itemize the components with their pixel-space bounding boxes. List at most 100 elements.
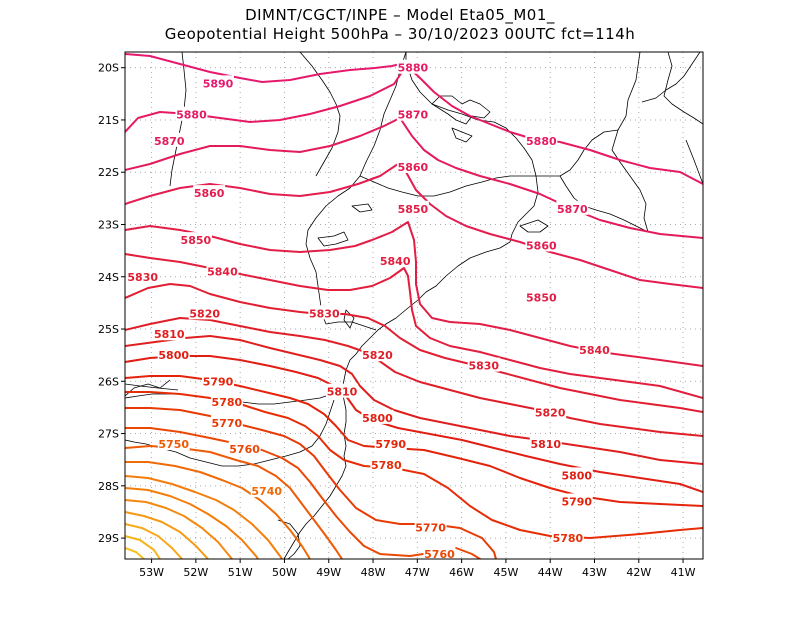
contour-label-bg — [361, 347, 394, 362]
contour-label-bg — [210, 415, 243, 430]
contour-label-bg — [578, 341, 611, 356]
contour-label-bg — [529, 436, 562, 451]
lon-tick-label: 48W — [361, 566, 386, 579]
contour-label-5840: 5840 — [206, 263, 239, 279]
contour-label-bg — [308, 305, 341, 320]
contour-label-bg — [396, 106, 429, 121]
contour-label-5850: 5850 — [525, 289, 558, 305]
contour-label-5790: 5790 — [560, 493, 593, 509]
lon-tick-label: 52W — [183, 566, 208, 579]
lon-tick-label: 45W — [493, 566, 518, 579]
contour-label-text: 5820 — [535, 407, 566, 420]
contour-5880 — [125, 65, 703, 185]
contour-label-5870: 5870 — [153, 132, 186, 148]
contour-label-text: 5820 — [189, 307, 220, 320]
contour-label-text: 5870 — [398, 109, 429, 122]
contour-label-5740: 5740 — [250, 483, 283, 498]
contour-label-5880: 5880 — [175, 106, 208, 122]
contour-label-bg — [556, 200, 589, 215]
contour-label-bg — [157, 436, 190, 451]
lon-tick-label: 47W — [405, 566, 430, 579]
contour-label-bg — [228, 441, 261, 456]
contour-label-5800: 5800 — [560, 467, 593, 482]
state-border — [559, 175, 649, 233]
contour-label-text: 5780 — [212, 396, 243, 409]
contour-5850 — [125, 221, 703, 367]
contour-label-5890: 5890 — [202, 75, 235, 90]
contour-label-text: 5860 — [194, 187, 225, 200]
lat-tick-label: 26S — [98, 375, 119, 388]
lat-tick-label: 23S — [98, 218, 119, 231]
contour-label-5780: 5780 — [210, 394, 243, 409]
map-title-line2: Geopotential Height 500hPa – 30/10/2023 … — [164, 25, 636, 43]
contour-label-5780: 5780 — [551, 530, 584, 545]
contour-label-5880: 5880 — [525, 132, 558, 148]
contour-label-bg — [525, 289, 558, 304]
contour-label-text: 5810 — [327, 386, 358, 399]
contour-5720 — [125, 487, 259, 559]
contour-label-text: 5840 — [579, 344, 610, 357]
contour-label-text: 5840 — [380, 255, 411, 268]
contour-label-5810: 5810 — [153, 326, 186, 341]
contour-label-text: 5760 — [229, 443, 260, 456]
lat-tick-label: 21S — [98, 114, 119, 127]
contour-label-text: 5770 — [415, 522, 446, 535]
contour-label-text: 5790 — [375, 438, 406, 451]
state-border — [685, 139, 703, 185]
contour-label-text: 5780 — [553, 532, 584, 545]
contour-label-text: 5760 — [424, 548, 455, 561]
contour-label-text: 5800 — [561, 469, 592, 482]
contour-label-text: 5810 — [530, 438, 561, 451]
contour-labels: 5890 5880 5880 5880 5870 5870 5870 5860 5860 5860… — [126, 59, 611, 561]
contour-label-text: 5800 — [158, 349, 189, 362]
contour-5820 — [125, 317, 703, 437]
contour-label-bg — [560, 467, 593, 482]
lat-tick-label: 20S — [98, 62, 119, 75]
lat-tick-label: 24S — [98, 271, 119, 284]
contour-label-text: 5790 — [203, 375, 234, 388]
contour-label-5800: 5800 — [157, 347, 190, 362]
contour-5840 — [125, 253, 703, 399]
lat-tick-label: 27S — [98, 428, 119, 441]
contour-label-bg — [202, 373, 235, 388]
contour-5770 — [125, 407, 497, 559]
lon-tick-label: 46W — [449, 566, 474, 579]
contour-5740 — [125, 461, 311, 559]
contour-label-5790: 5790 — [202, 373, 235, 388]
contour-label-bg — [525, 237, 558, 252]
map-title-line1: DIMNT/CGCT/INPE – Model Eta05_M01_ — [245, 6, 555, 24]
contour-label-text: 5880 — [398, 62, 429, 75]
contour-label-text: 5830 — [468, 360, 499, 373]
contour-label-bg — [534, 404, 567, 419]
lon-tick-label: 50W — [272, 566, 297, 579]
contour-label-5830: 5830 — [467, 357, 500, 373]
contour-label-bg — [126, 268, 159, 283]
contour-label-bg — [396, 200, 429, 215]
contour-5670 — [125, 547, 145, 559]
axis-ticks: 20S 21S 22S 23S 24S 25S 26S 27S 28S 29S 53W 52W 51W 5… — [98, 62, 696, 579]
contour-label-bg — [467, 357, 500, 372]
contour-label-5760: 5760 — [228, 441, 261, 456]
contour-label-text: 5740 — [251, 485, 282, 498]
contour-label-bg — [179, 232, 212, 247]
contour-label-5860: 5860 — [193, 185, 226, 200]
contour-label-5760: 5760 — [423, 545, 456, 561]
lon-tick-label: 43W — [582, 566, 607, 579]
contour-label-bg — [153, 326, 186, 341]
contour-label-5750: 5750 — [157, 436, 190, 451]
contour-label-5810: 5810 — [529, 436, 562, 451]
contour-label-bg — [175, 106, 208, 121]
contour-label-text: 5860 — [398, 161, 429, 174]
contour-label-bg — [396, 59, 429, 74]
contour-label-bg — [551, 530, 584, 545]
contour-label-bg — [188, 305, 221, 320]
contour-label-text: 5770 — [212, 417, 243, 430]
contour-label-bg — [202, 75, 235, 90]
contour-label-5770: 5770 — [414, 519, 447, 535]
contour-label-text: 5830 — [309, 307, 340, 320]
coastline — [283, 52, 539, 559]
contour-label-text: 5850 — [398, 203, 429, 216]
state-border — [125, 383, 179, 391]
contour-label-text: 5830 — [127, 271, 158, 284]
contour-label-text: 5850 — [526, 292, 557, 305]
